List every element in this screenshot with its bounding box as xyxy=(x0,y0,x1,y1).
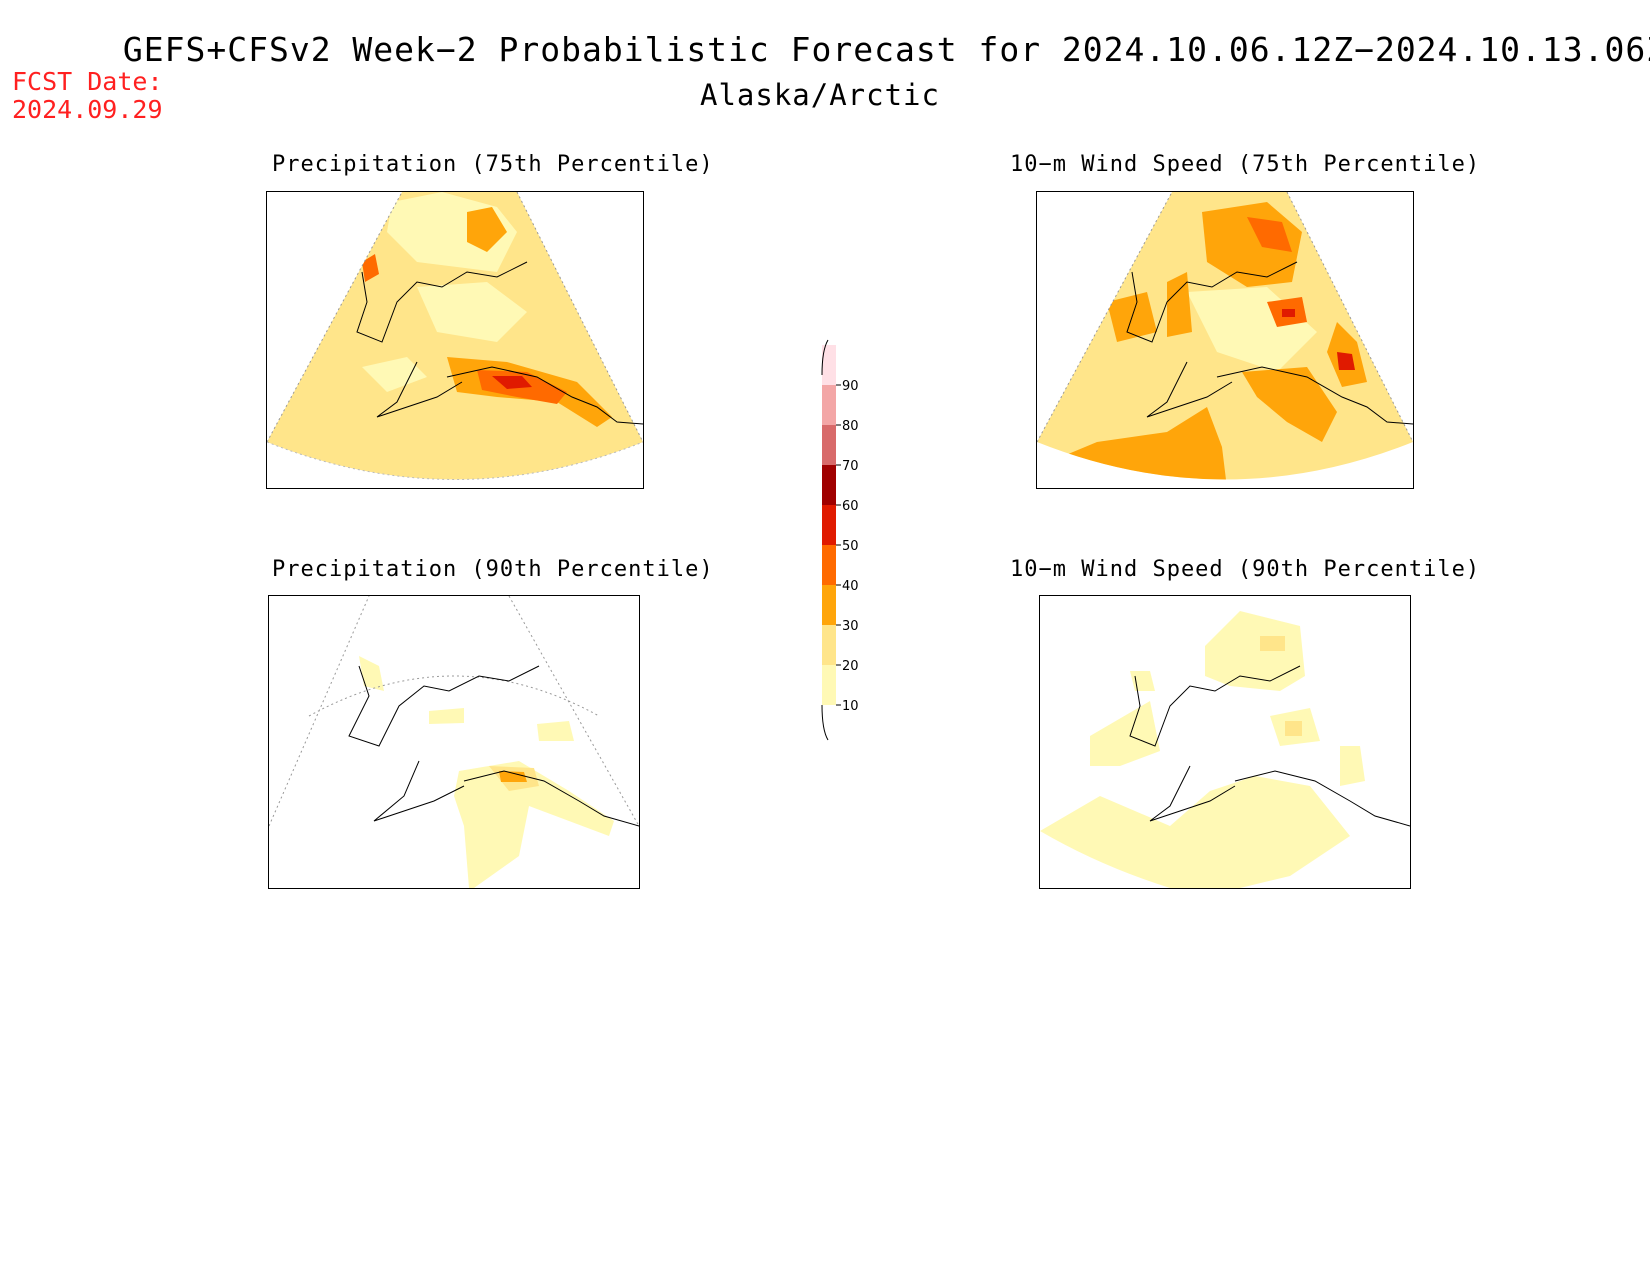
shading-40-50 xyxy=(362,254,379,282)
panel-title-precip-90: Precipitation (90th Percentile) xyxy=(272,557,714,582)
graticule xyxy=(269,596,639,827)
alaska-peninsula xyxy=(376,361,463,418)
colorbar-top-cap xyxy=(821,339,829,376)
panel-title-wind-90: 10−m Wind Speed (90th Percentile) xyxy=(1010,557,1481,582)
colorbar-swatch xyxy=(822,545,836,585)
colorbar-swatch xyxy=(822,665,836,705)
shading-10-20 xyxy=(1205,611,1305,691)
alaska-peninsula xyxy=(373,760,465,822)
shading-10-20 xyxy=(429,708,464,724)
map-boundary xyxy=(267,192,643,443)
map-precip-75 xyxy=(266,191,644,489)
shading-10-20 xyxy=(454,761,614,888)
colorbar-swatch xyxy=(822,425,836,465)
forecast-date: FCST Date: 2024.09.29 xyxy=(12,68,163,124)
alaska-peninsula xyxy=(1149,765,1236,822)
main-title: GEFS+CFSv2 Week−2 Probabilistic Forecast… xyxy=(122,30,1650,69)
colorbar-label: 40 xyxy=(842,579,859,594)
colorbar-swatch xyxy=(822,505,836,545)
region-subtitle: Alaska/Arctic xyxy=(700,78,940,112)
colorbar-label: 70 xyxy=(842,459,859,474)
map-boundary xyxy=(1037,192,1413,443)
colorbar-label: 60 xyxy=(842,499,859,514)
shading-10-20 xyxy=(1130,671,1155,691)
map-precip-90 xyxy=(268,595,640,889)
colorbar: 10 20 30 40 50 60 70 80 90 xyxy=(821,339,859,741)
map-wind-75 xyxy=(1036,191,1414,489)
colorbar-label: 30 xyxy=(842,619,859,634)
shading-10-20 xyxy=(359,656,384,691)
shading-10-20 xyxy=(537,721,574,741)
shading-30-40 xyxy=(467,207,507,252)
forecast-date-value: 2024.09.29 xyxy=(12,95,163,124)
colorbar-swatch xyxy=(822,345,836,385)
shading-50-60 xyxy=(1282,309,1295,317)
shading-10-20 xyxy=(1340,746,1365,786)
shading-20-30 xyxy=(1285,721,1302,736)
shading-30-40 xyxy=(499,771,527,782)
shading-20-30 xyxy=(1260,636,1285,651)
shading-40-50 xyxy=(1247,217,1292,252)
colorbar-label: 20 xyxy=(842,659,859,674)
alaska-peninsula xyxy=(1146,361,1233,418)
colorbar-label: 90 xyxy=(842,379,859,394)
coastline xyxy=(1126,261,1413,425)
colorbar-swatch xyxy=(822,625,836,665)
shading-30-40 xyxy=(1242,367,1337,442)
colorbar-swatch xyxy=(822,385,836,425)
colorbar-label: 50 xyxy=(842,539,859,554)
colorbar-label: 80 xyxy=(842,419,859,434)
shading-30-40 xyxy=(1167,272,1192,337)
panel-title-precip-75: Precipitation (75th Percentile) xyxy=(272,152,714,177)
forecast-date-label: FCST Date: xyxy=(12,67,163,96)
shading-10-20 xyxy=(1040,776,1350,888)
shading-10-20 xyxy=(362,357,427,392)
map-domain xyxy=(269,596,639,871)
map-wind-90 xyxy=(1039,595,1411,889)
colorbar-bottom-cap xyxy=(821,704,829,741)
shading-10-20 xyxy=(1090,701,1160,766)
colorbar-swatch xyxy=(822,465,836,505)
coastline xyxy=(1129,665,1410,827)
shading-50-60 xyxy=(1337,352,1355,370)
shading-10-20 xyxy=(417,282,527,342)
panel-title-wind-75: 10−m Wind Speed (75th Percentile) xyxy=(1010,152,1481,177)
colorbar-label: 10 xyxy=(842,699,859,714)
colorbar-swatch xyxy=(822,585,836,625)
coastline xyxy=(356,261,643,425)
coastline xyxy=(348,665,639,827)
shading-50-60 xyxy=(492,376,532,389)
